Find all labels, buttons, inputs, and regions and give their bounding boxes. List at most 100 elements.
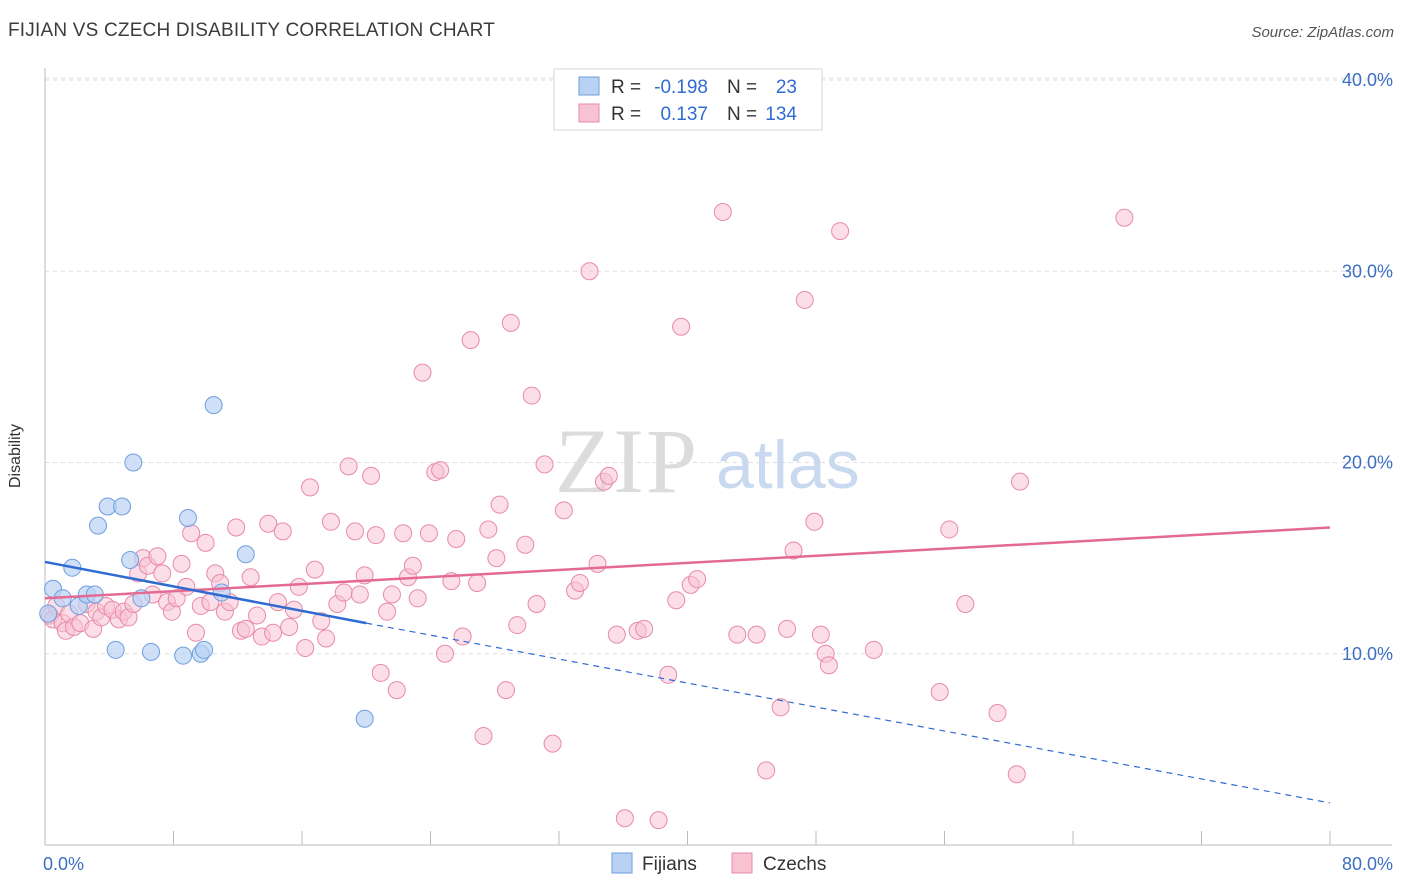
czechs-point — [339, 457, 358, 476]
legend-swatch-fijians — [578, 76, 600, 96]
czechs-point — [522, 386, 541, 405]
y-tick-label: 20.0% — [1342, 453, 1393, 473]
czechs-point — [479, 520, 498, 539]
czechs-point — [334, 583, 353, 602]
czechs-point — [508, 616, 527, 635]
bottom-legend-label-fijians: Fijians — [642, 854, 697, 875]
czechs-point — [378, 602, 397, 621]
czechs-point — [778, 619, 797, 638]
czechs-point — [468, 573, 487, 592]
czechs-point — [490, 495, 509, 514]
czechs-point — [580, 262, 599, 281]
czechs-point — [474, 726, 493, 745]
czechs-point — [241, 568, 260, 587]
fijians-trend-extension — [366, 622, 1331, 804]
trend-lines — [44, 526, 1331, 804]
czechs-point — [930, 683, 949, 701]
czechs-point — [940, 520, 959, 539]
czechs-point — [317, 629, 336, 648]
legend-n-label-fijians: N = — [727, 77, 757, 98]
legend-n-label-czechs: N = — [727, 104, 757, 125]
czechs-point — [805, 512, 824, 531]
czechs-point — [403, 556, 422, 575]
legend-r-label-fijians: R = — [611, 77, 641, 98]
czechs-point — [607, 625, 626, 644]
czechs-point — [431, 461, 450, 480]
czechs-point — [172, 554, 191, 573]
czechs-point — [757, 761, 776, 780]
legend-n-value-czechs: 134 — [765, 104, 797, 125]
czechs-point — [408, 589, 427, 608]
czechs-point — [956, 595, 975, 614]
czechs-point — [988, 704, 1007, 723]
czechs-point — [387, 681, 406, 700]
czechs-point — [248, 606, 267, 625]
czechs-point — [196, 533, 215, 552]
czechs-point — [728, 625, 747, 644]
legend-r-value-fijians: -0.198 — [654, 77, 708, 98]
czechs-point — [371, 663, 390, 682]
czechs-point — [236, 619, 255, 638]
x-tick-label-max: 80.0% — [1342, 854, 1393, 874]
fijians-point — [178, 508, 197, 527]
czechs-point — [289, 577, 308, 596]
fijians-point — [195, 640, 214, 659]
czechs-point — [413, 363, 432, 382]
fijians-point — [121, 551, 140, 570]
czechs-point — [570, 573, 589, 592]
legend: R = -0.198 N = 23 R = 0.137 N = 134 — [553, 68, 823, 131]
czechs-point — [543, 734, 562, 753]
czechs-point — [227, 518, 246, 537]
fijians-point — [106, 640, 125, 659]
czechs-point — [831, 222, 850, 241]
czechs-point — [296, 639, 315, 658]
fijians-point — [355, 709, 374, 728]
czechs-point — [864, 640, 883, 659]
czechs-point — [496, 681, 515, 700]
czechs-point — [672, 317, 691, 336]
czechs-point — [366, 526, 385, 545]
czechs-point — [819, 656, 838, 675]
x-tick-label-min: 0.0% — [43, 854, 84, 874]
bottom-legend-label-czechs: Czechs — [763, 854, 826, 875]
fijians-point — [142, 642, 161, 661]
czechs-point — [615, 809, 634, 828]
chart-title: FIJIAN VS CZECH DISABILITY CORRELATION C… — [8, 20, 496, 41]
czechs-point — [447, 530, 466, 548]
bottom-legend-swatch-fijians — [611, 852, 633, 874]
czechs-point — [713, 202, 732, 221]
czechs-point — [148, 547, 167, 566]
czechs-point — [516, 535, 535, 554]
fijians-point — [113, 497, 132, 516]
czechs-trend-line — [44, 526, 1331, 600]
chart-source: Source: ZipAtlas.com — [1251, 24, 1394, 41]
czechs-point — [795, 290, 814, 309]
czechs-point — [350, 585, 369, 604]
czechs-point — [419, 524, 438, 543]
czechs-point — [461, 331, 480, 350]
czechs-point — [501, 313, 520, 332]
czechs-point — [1115, 208, 1134, 227]
y-tick-label: 40.0% — [1342, 70, 1393, 90]
watermark: ZIP atlas — [555, 410, 860, 512]
czechs-point — [527, 595, 546, 614]
czechs-point — [487, 549, 506, 568]
legend-swatch-czechs — [578, 103, 600, 123]
czechs-point — [182, 524, 201, 543]
czechs-point — [599, 466, 618, 485]
legend-n-value-fijians: 23 — [776, 77, 797, 98]
czechs-point — [1010, 472, 1029, 491]
czechs-point — [312, 612, 331, 631]
fijians-point — [204, 396, 223, 415]
watermark-zip: ZIP — [555, 410, 699, 512]
czechs-point — [688, 570, 707, 589]
czechs-point — [435, 644, 454, 663]
czechs-point — [186, 623, 205, 642]
czechs-point — [382, 585, 401, 604]
czechs-point — [667, 591, 686, 610]
fijians-point — [124, 453, 143, 472]
y-tick-label: 10.0% — [1342, 644, 1393, 664]
czechs-point — [588, 554, 607, 573]
czechs-point — [264, 623, 283, 642]
